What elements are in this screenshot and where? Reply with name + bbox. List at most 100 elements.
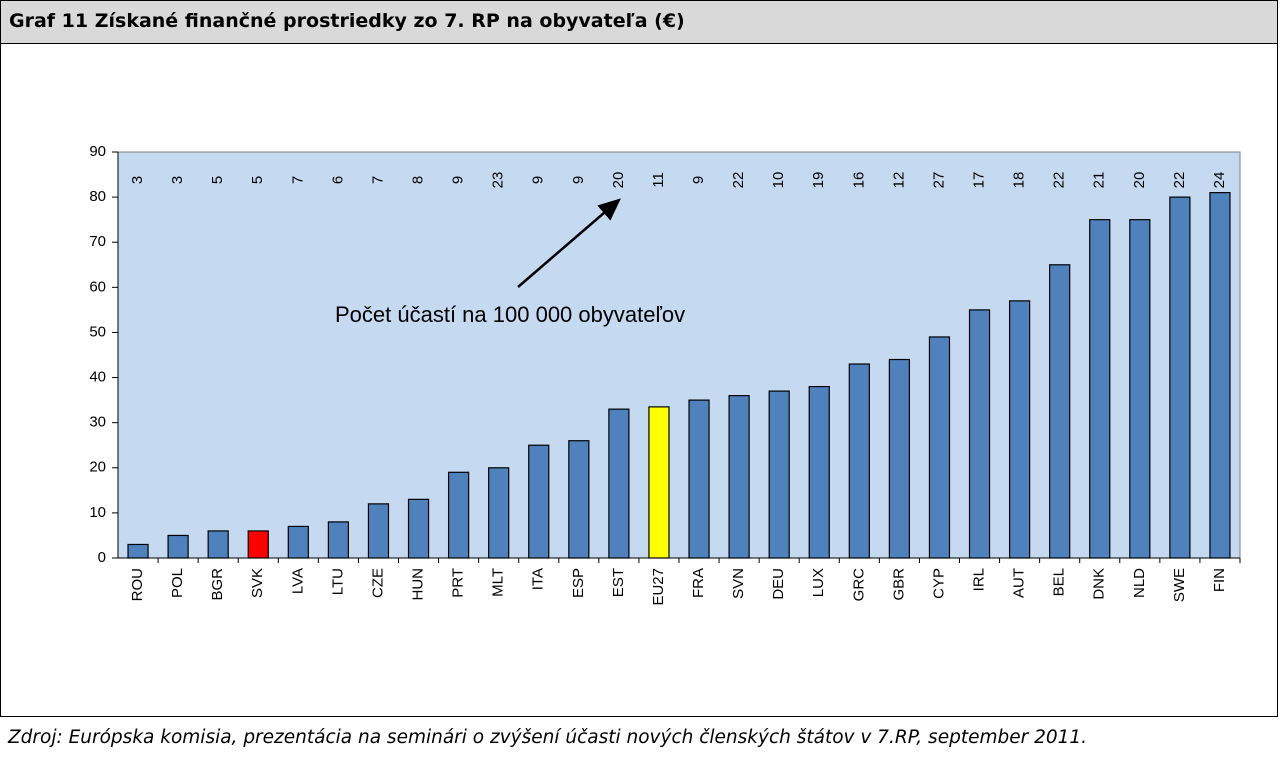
count-label: 9 [450,176,467,184]
header: Graf 11 Získané finančné prostriedky zo … [0,0,1278,44]
bar [688,399,710,559]
count-label: 7 [289,176,306,184]
x-tick-label: SWE [1171,568,1188,602]
count-label: 22 [1051,172,1068,189]
x-tick-label: LTU [329,568,346,595]
chart-title: Graf 11 Získané finančné prostriedky zo … [9,10,685,32]
count-label: 9 [530,176,547,184]
count-label: 20 [1131,172,1148,189]
x-tick-label: AUT [1011,568,1028,598]
y-tick-label: 80 [89,188,106,205]
bar [1049,264,1071,559]
count-label: 20 [610,172,627,189]
bar [528,444,550,559]
count-label: 21 [1091,172,1108,189]
bar [447,471,470,559]
bar [1089,219,1111,559]
bar [1209,192,1231,559]
x-tick-label: LVA [289,568,306,594]
x-tick-label: FRA [690,568,707,598]
count-label: 7 [369,176,386,184]
count-label: 8 [410,176,427,184]
border [1277,43,1278,716]
y-tick-label: 90 [89,143,106,160]
count-label: 3 [169,176,186,184]
x-tick-label: IRL [971,568,988,591]
bar [167,534,189,559]
chart: 0 10 20 30 40 50 60 70 80 90 ROU 3 POL 3 BGR 5 SVK 5 LVA 7 L… [89,143,1241,606]
footer-rule [0,716,1278,717]
count-label: 12 [890,172,907,189]
y-tick-label: 30 [89,414,106,431]
count-label: 23 [490,172,507,189]
bar [968,309,991,559]
count-label: 18 [1011,172,1028,189]
count-label: 5 [209,176,226,184]
x-tick-label: GBR [890,568,907,601]
x-tick-label: CZE [369,568,386,598]
bar [568,440,590,559]
bar [848,363,870,559]
bar [287,525,309,559]
x-tick-label: GRC [850,568,867,602]
x-tick-label: SVN [730,568,747,599]
plot-area [117,151,1241,559]
bar [488,467,510,559]
bar [888,358,911,559]
y-tick-label: 0 [98,549,106,566]
count-label: 5 [249,176,266,184]
x-tick-label: ITA [530,568,547,590]
x-tick-label: MLT [490,568,507,597]
y-tick-label: 70 [89,233,106,250]
x-tick-label: FIN [1211,568,1228,592]
y-tick-label: 50 [89,323,106,340]
count-label: 3 [129,176,146,184]
source: Zdroj: Európska komisia, prezentácia na … [8,727,1088,748]
x-tick-label: HUN [410,568,427,601]
bar [808,385,830,559]
annotation-arrow [517,198,621,288]
x-tick-label: BGR [209,568,226,601]
x-tick-label: DEU [770,568,787,600]
x-tick-label: NLD [1131,568,1148,598]
border [0,43,1,716]
x-tick-label: LUX [810,568,827,597]
count-label: 11 [650,172,667,188]
x-tick-label: ESP [570,568,587,598]
y-tick-label: 60 [89,278,106,295]
y-tick-label: 10 [89,504,106,521]
count-label: 22 [1171,172,1188,189]
annotation: Počet účastí na 100 000 obyvateľov [335,302,685,327]
count-label: 9 [690,176,707,184]
x-tick-label: BEL [1051,568,1068,596]
bar [608,408,630,559]
bar [928,336,951,559]
bar [127,543,149,559]
count-label: 17 [971,172,988,189]
bar [728,395,750,559]
bar [367,503,390,559]
count-label: 27 [930,172,947,189]
bar [407,498,430,559]
count-label: 10 [770,172,787,189]
x-tick-label: PRT [450,568,467,598]
x-tick-label: POL [169,568,186,598]
x-tick-label: EU27 [650,568,667,606]
y-tick-label: 20 [89,459,106,476]
bar [247,530,269,559]
bar [207,530,229,559]
bar [648,406,670,559]
count-label: 16 [850,172,867,189]
count-label: 24 [1211,172,1228,189]
x-tick-label: ROU [129,568,146,601]
count-label: 9 [570,176,587,184]
bar [1008,300,1031,559]
bar [1169,196,1191,559]
bar [327,521,350,559]
x-tick-label: CYP [930,568,947,599]
count-label: 22 [730,172,747,189]
x-tick-label: EST [610,568,627,597]
y-tick-label: 40 [89,369,106,386]
